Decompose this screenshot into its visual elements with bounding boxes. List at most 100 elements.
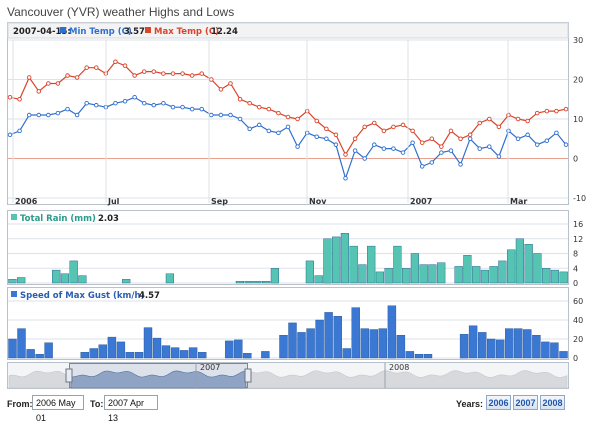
x-tick-label: 2006 [15, 197, 38, 206]
min-temp-point [400, 150, 406, 155]
gust-y-tick-label: 40 [573, 316, 583, 325]
gust-bar [107, 336, 117, 359]
gust-bar [44, 342, 53, 359]
min-temp-point [381, 146, 387, 151]
min-temp-point [84, 100, 89, 106]
rain-y-tick-label: 8 [573, 250, 578, 259]
gust-y-tick-label: 20 [573, 335, 583, 344]
min-temp-point [46, 112, 51, 118]
rain-bar [410, 253, 420, 284]
gust-bar [423, 354, 433, 359]
gust-bar [279, 335, 288, 359]
min-temp-point [477, 146, 482, 151]
max-temp-point [180, 71, 185, 76]
gust-legend-label: Speed of Max Gust (km/h) [20, 291, 145, 301]
min-temp-point [266, 128, 272, 134]
gust-bar [324, 312, 333, 359]
min-temp-point [26, 112, 32, 118]
max-temp-point [295, 116, 300, 122]
min-temp-point [218, 112, 224, 118]
max-temp-point [333, 132, 339, 138]
rain-bar [122, 279, 131, 284]
max-temp-point [429, 136, 435, 141]
max-temp-point [400, 122, 406, 128]
gust-bar [89, 348, 99, 359]
rain-bar [533, 253, 542, 284]
min-temp-point [372, 142, 377, 147]
navigator-left-handle[interactable] [65, 368, 73, 383]
gust-bar [98, 344, 108, 359]
gust-legend-swatch [11, 291, 17, 297]
rain-bar [332, 236, 341, 284]
to-date-input[interactable]: 2007 Apr 13 [104, 395, 158, 423]
max-temp-point [199, 71, 204, 76]
max-temp-point [237, 96, 243, 102]
rain-bar [165, 273, 175, 284]
gust-bar [152, 337, 162, 359]
year-button-2006[interactable]: 2006 [486, 395, 511, 410]
rain-bars [8, 232, 568, 284]
min-temp-point [295, 144, 300, 149]
gust-legend-value: 4.57 [139, 291, 160, 301]
rain-bar [17, 277, 26, 284]
rain-bar [314, 275, 323, 284]
max-temp-point [477, 120, 482, 126]
rain-bar [375, 271, 385, 284]
year-button-2007[interactable]: 2007 [513, 395, 538, 410]
rain-bar [402, 268, 411, 284]
min-temp-point [324, 136, 329, 141]
gust-bar [197, 352, 207, 359]
gust-y-axis: 0 20 40 60 [573, 297, 583, 363]
min-temp-point [199, 106, 204, 112]
rain-bar [8, 279, 17, 284]
max-temp-point [487, 116, 492, 122]
rain-bar [463, 255, 472, 284]
time-x-axis: 2006 Jul Sep Nov 2007 Mar [12, 40, 527, 206]
rain-y-axis: 0 4 8 12 16 [573, 220, 583, 288]
max-temp-point [132, 73, 137, 78]
min-temp-point [113, 100, 118, 106]
rain-bar [515, 238, 525, 284]
rain-bar [507, 249, 516, 284]
max-temp-point [343, 152, 348, 157]
min-temp-point [7, 132, 13, 138]
gust-bar [559, 351, 568, 359]
gust-bar [80, 352, 90, 359]
max-temp-point [36, 89, 42, 94]
min-temp-point [563, 142, 569, 147]
min-temp-point [496, 154, 502, 159]
from-date-input[interactable]: 2006 May 01 [32, 395, 84, 423]
min-temp-point [237, 116, 243, 122]
rain-bar [349, 245, 358, 284]
min-temp-point [362, 156, 367, 161]
max-temp-point [544, 108, 550, 114]
gust-bar [387, 305, 397, 359]
max-temp-point [74, 75, 80, 80]
gust-bar [261, 351, 270, 359]
rain-bar [244, 281, 253, 284]
min-temp-point [448, 148, 454, 153]
rain-bar [69, 260, 78, 284]
gust-bar [170, 347, 180, 359]
gust-bar [333, 316, 342, 359]
legend-date: 2007-04-15: [13, 27, 71, 37]
chart-title: Vancouver (YVR) weather Highs and Lows [7, 5, 235, 19]
min-temp-point [276, 130, 281, 136]
gust-bar [532, 335, 541, 359]
navigator-label-2008: 2008 [389, 363, 409, 372]
gust-bar [161, 345, 171, 359]
gust-bar [35, 354, 44, 359]
navigator-right-handle[interactable] [244, 368, 252, 383]
gust-bar [297, 332, 306, 359]
max-temp-point [563, 106, 569, 112]
min-temp-point [151, 102, 157, 108]
year-button-2008[interactable]: 2008 [540, 395, 565, 410]
rain-bar [428, 264, 437, 284]
gust-bar [514, 328, 523, 359]
max-temp-point [17, 96, 22, 102]
gust-bar [550, 342, 559, 359]
rain-bar [559, 271, 568, 284]
temperature-y-axis: -10 0 10 20 30 [573, 36, 586, 203]
gust-bar [342, 348, 351, 359]
min-temp-legend-value: 3.57 [124, 27, 145, 37]
